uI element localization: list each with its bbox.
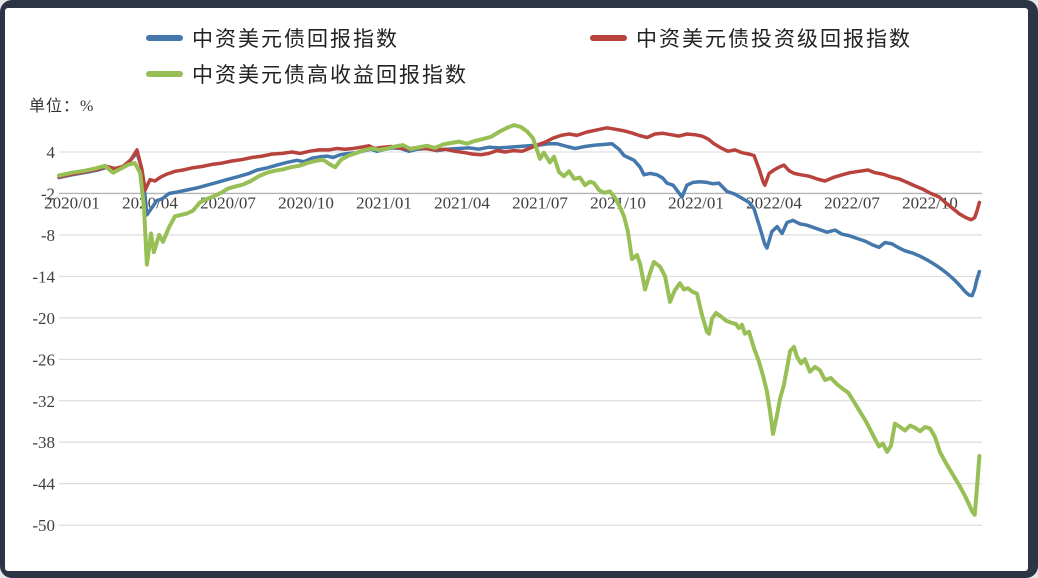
x-tick-label: 2022/01	[668, 193, 724, 212]
legend-item-investment-grade-index: 中资美元债投资级回报指数	[590, 24, 912, 52]
legend-swatch-green	[146, 71, 183, 77]
y-tick-label: -32	[32, 392, 55, 411]
x-tick-label: 2020/10	[278, 193, 334, 212]
x-tick-label: 2022/10	[902, 193, 958, 212]
y-tick-label: -50	[32, 516, 55, 535]
series-line-0	[57, 141, 982, 298]
legend-swatch-blue	[146, 35, 183, 41]
series-line-1	[57, 126, 982, 222]
x-tick-label: 2021/07	[512, 193, 568, 212]
x-tick-label: 2022/07	[824, 193, 880, 212]
y-tick-label: -44	[32, 475, 55, 494]
legend-item-total-return-index: 中资美元债回报指数	[146, 24, 399, 52]
x-tick-label: 2021/04	[434, 193, 490, 212]
legend-label: 中资美元债回报指数	[192, 27, 399, 51]
y-tick-label: -26	[32, 350, 55, 369]
series-line-2	[57, 123, 982, 517]
x-tick-label: 2020/01	[44, 193, 100, 212]
legend-label: 中资美元债高收益回报指数	[192, 63, 468, 87]
unit-label: 单位：%	[29, 98, 95, 115]
y-tick-label: -20	[32, 309, 55, 328]
legend-label: 中资美元债投资级回报指数	[636, 27, 912, 51]
y-tick-label: 4	[47, 143, 56, 162]
y-tick-label: -14	[32, 267, 55, 286]
chart-canvas: 4 -2 -8 -14 -20 -26 -32 -38 -44 -50 2020/01 2020/04…	[5, 8, 1028, 571]
legend-item-high-yield-index: 中资美元债高收益回报指数	[146, 60, 468, 88]
y-tick-label: -8	[41, 226, 55, 245]
x-tick-label: 2022/04	[746, 193, 802, 212]
x-tick-label: 2021/01	[356, 193, 412, 212]
y-tick-label: -38	[32, 433, 55, 452]
legend-swatch-red	[590, 35, 627, 41]
y-tick-label: -2	[41, 184, 55, 203]
